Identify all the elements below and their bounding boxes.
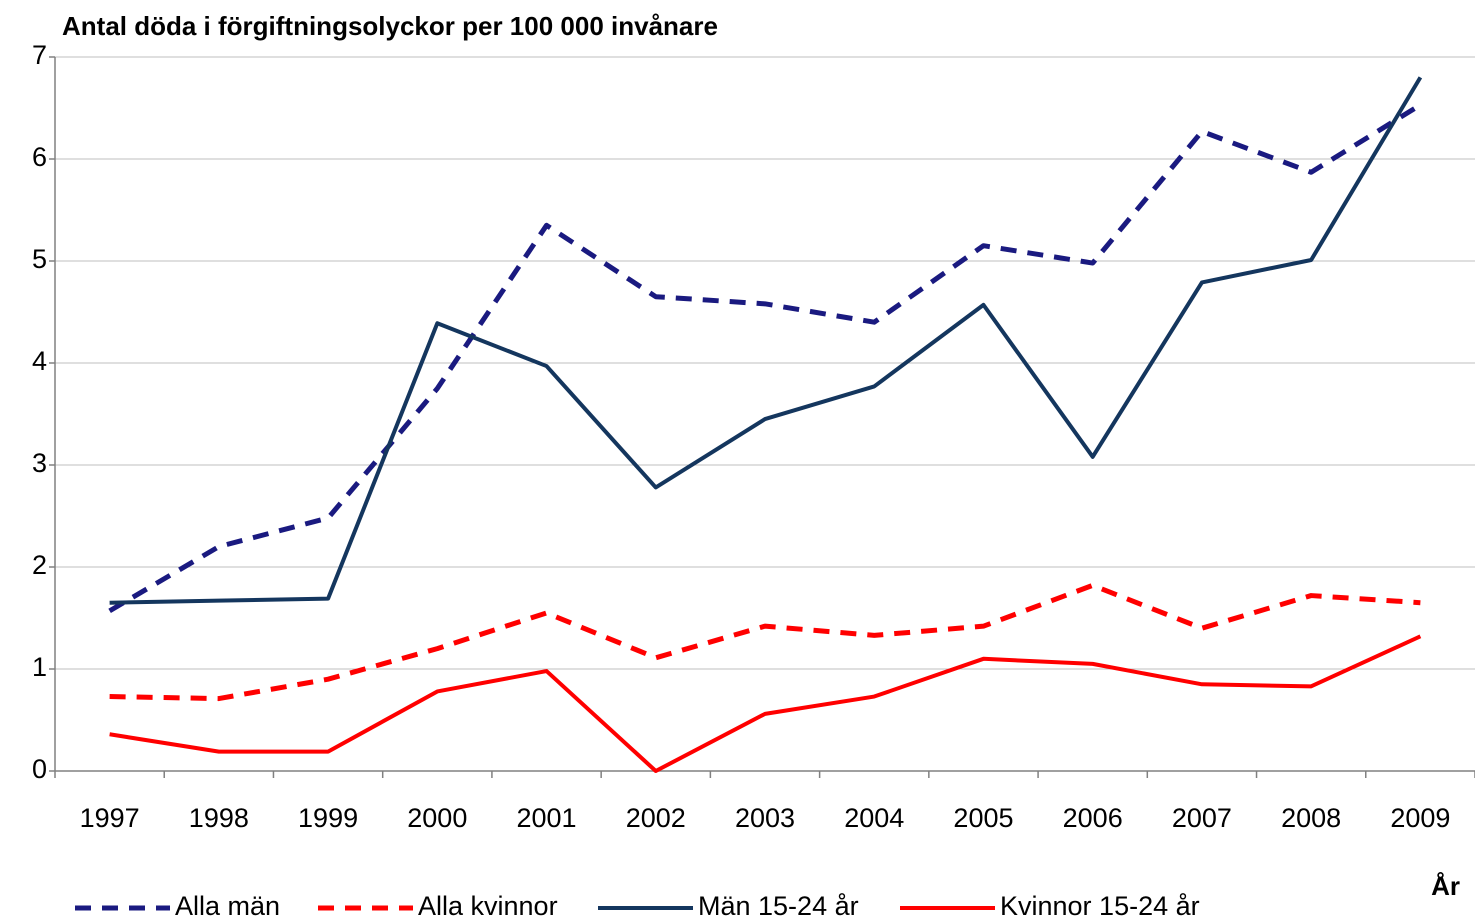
legend-label: Alla män [175, 891, 280, 921]
y-tick-label: 7 [32, 40, 47, 70]
series-line [109, 582, 1421, 702]
x-tick-label: 2001 [516, 803, 576, 833]
y-tick-label: 6 [32, 142, 47, 172]
y-tick-label: 3 [32, 448, 47, 478]
legend-label: Alla kvinnor [418, 891, 558, 921]
legend-label: Kvinnor 15-24 år [1000, 891, 1200, 921]
series-line [109, 634, 1422, 773]
x-tick-label: 1999 [298, 803, 358, 833]
y-tick-label: 2 [32, 550, 47, 580]
y-tick-label: 0 [32, 754, 47, 784]
series-line [108, 102, 1422, 614]
x-tick-label: 2008 [1281, 803, 1341, 833]
x-tick-label: 1998 [189, 803, 249, 833]
x-tick-label: 2004 [844, 803, 904, 833]
x-tick-label: 2009 [1390, 803, 1450, 833]
x-tick-label: 1997 [80, 803, 140, 833]
x-axis-label: År [1431, 871, 1460, 901]
x-tick-label: 2007 [1172, 803, 1232, 833]
x-tick-label: 2003 [735, 803, 795, 833]
series-line [109, 76, 1423, 605]
y-tick-label: 4 [32, 346, 47, 376]
y-tick-label: 5 [32, 244, 47, 274]
legend-label: Män 15-24 år [698, 891, 859, 921]
x-tick-label: 2006 [1063, 803, 1123, 833]
x-tick-label: 2000 [407, 803, 467, 833]
x-tick-label: 2005 [953, 803, 1013, 833]
y-tick-label: 1 [32, 652, 47, 682]
chart-title: Antal döda i förgiftningsolyckor per 100… [62, 11, 718, 41]
x-tick-label: 2002 [626, 803, 686, 833]
